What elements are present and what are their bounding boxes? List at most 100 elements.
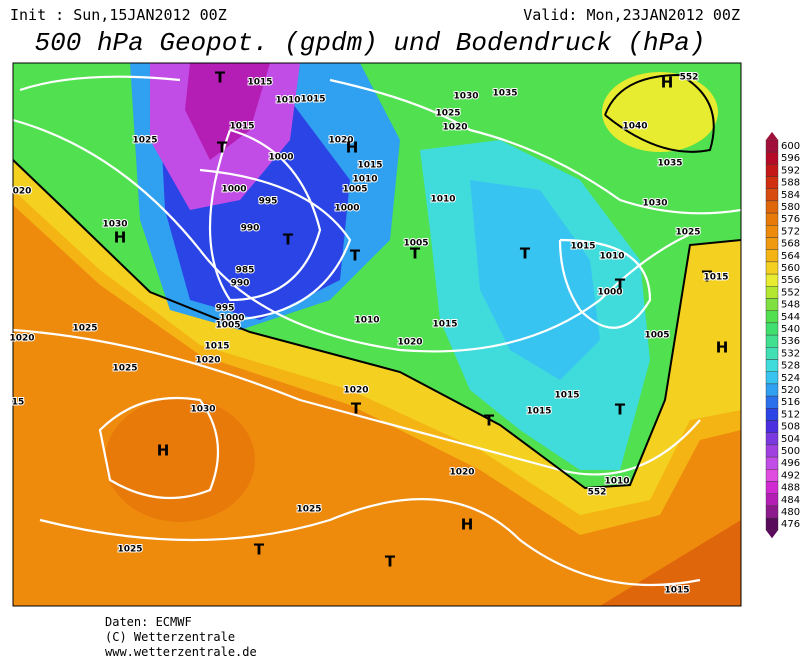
colorbar-cell	[765, 444, 779, 458]
isobar-label: 985	[236, 266, 255, 276]
isobar-label: 1015	[703, 273, 728, 283]
colorbar-label: 488	[781, 483, 800, 494]
init-time: Init : Sun,15JAN2012 00Z	[10, 6, 227, 24]
isobar-label: 1015	[432, 320, 457, 330]
isobar-label: 1025	[132, 136, 157, 146]
colorbar-label: 536	[781, 336, 800, 347]
colorbar-arrow	[766, 530, 778, 539]
isobar-label: 1015	[570, 242, 595, 252]
isobar-label: 1005	[215, 321, 240, 331]
isobar-label: 1030	[642, 199, 667, 209]
colorbar-cell	[765, 237, 779, 250]
pressure-center: H	[461, 516, 474, 534]
pressure-center: T	[615, 276, 626, 294]
pressure-center: H	[157, 442, 170, 460]
isobar-label: 1020	[449, 468, 474, 478]
isobar-label: 1000	[334, 204, 359, 214]
colorbar-cell	[765, 139, 779, 153]
colorbar-cell	[765, 420, 779, 433]
isobar-label: 020	[13, 187, 32, 197]
colorbar-label: 508	[781, 422, 800, 433]
colorbar-label: 540	[781, 324, 800, 335]
colorbar-label: 588	[781, 178, 800, 189]
colorbar-cell	[765, 481, 779, 494]
colorbar-label: 580	[781, 202, 800, 213]
pressure-center: H	[661, 74, 674, 92]
pressure-center: H	[114, 229, 127, 247]
isobar-label: 1015	[247, 78, 272, 88]
colorbar-cell	[765, 517, 779, 531]
colorbar-label: 504	[781, 434, 800, 445]
pressure-center: H	[716, 339, 729, 357]
colorbar-label: 544	[781, 312, 800, 323]
colorbar-cell	[765, 359, 779, 372]
pressure-center: T	[615, 401, 626, 419]
map	[13, 63, 741, 606]
colorbar-label: 576	[781, 214, 800, 225]
colorbar-label: 484	[781, 495, 800, 506]
colorbar-cell	[765, 225, 779, 238]
copyright: (C) Wetterzentrale	[105, 630, 235, 644]
colorbar-label: 520	[781, 385, 800, 396]
colorbar-cell	[765, 286, 779, 299]
colorbar-label: 552	[781, 287, 800, 298]
valid-time: Valid: Mon,23JAN2012 00Z	[523, 6, 740, 24]
isobar-label: 1025	[117, 545, 142, 555]
colorbar-label: 596	[781, 153, 800, 164]
colorbar-cell	[765, 151, 779, 165]
colorbar-label: 512	[781, 409, 800, 420]
colorbar-cell	[765, 432, 779, 446]
colorbar-cell	[765, 505, 779, 519]
colorbar-cell	[765, 334, 779, 348]
colorbar-label: 568	[781, 239, 800, 250]
colorbar-cell	[765, 310, 779, 324]
colorbar-label: 592	[781, 165, 800, 176]
isobar-label: 1010	[352, 175, 377, 185]
colorbar-cell	[765, 164, 779, 177]
isobar-label: 990	[231, 279, 250, 289]
isobar-label: 1010	[354, 316, 379, 326]
colorbar-label: 560	[781, 263, 800, 274]
isobar-label: 1015	[554, 391, 579, 401]
colorbar-cell	[765, 212, 779, 226]
colorbar-cell	[765, 371, 779, 385]
pressure-center: T	[702, 268, 713, 286]
colorbar-label: 528	[781, 361, 800, 372]
isobar-label: 1000	[268, 153, 293, 163]
colorbar-cell	[765, 200, 779, 214]
colorbar-label: 496	[781, 458, 800, 469]
colorbar-cell	[765, 493, 779, 507]
isobar-label: 995	[259, 197, 278, 207]
isobar-label: 1025	[435, 109, 460, 119]
isobar-label: 1000	[219, 314, 244, 324]
pressure-center: T	[410, 245, 421, 263]
isobar-label: 1035	[492, 89, 517, 99]
pressure-center: H	[346, 139, 359, 157]
pressure-center: T	[283, 231, 294, 249]
colorbar-label: 572	[781, 226, 800, 237]
colorbar-label: 500	[781, 446, 800, 457]
isobar-label: 1020	[397, 338, 422, 348]
isobar-label: 1010	[604, 477, 629, 487]
colorbar-cell	[765, 188, 779, 202]
colorbar-label: 476	[781, 519, 800, 530]
colorbar-cell	[765, 408, 779, 421]
pressure-center: T	[484, 412, 495, 430]
isobar-label: 1020	[442, 123, 467, 133]
isobar-label: 1015	[300, 95, 325, 105]
colorbar-cell	[765, 261, 779, 275]
isobar-label: 1015	[664, 586, 689, 596]
isobar-label: 1030	[102, 220, 127, 230]
isobar-label: 1035	[657, 159, 682, 169]
pressure-center: T	[385, 553, 396, 571]
colorbar-cell	[765, 298, 779, 311]
isobar-label: 1020	[328, 136, 353, 146]
colorbar-label: 600	[781, 141, 800, 152]
colorbar-cell	[765, 347, 779, 360]
isobar-label: 1015	[526, 407, 551, 417]
colorbar-cell	[765, 176, 779, 189]
isobar-label: 1000	[221, 185, 246, 195]
colorbar-cell	[765, 383, 779, 397]
isobar-label: 1010	[275, 96, 300, 106]
isobar-label: 1030	[453, 92, 478, 102]
